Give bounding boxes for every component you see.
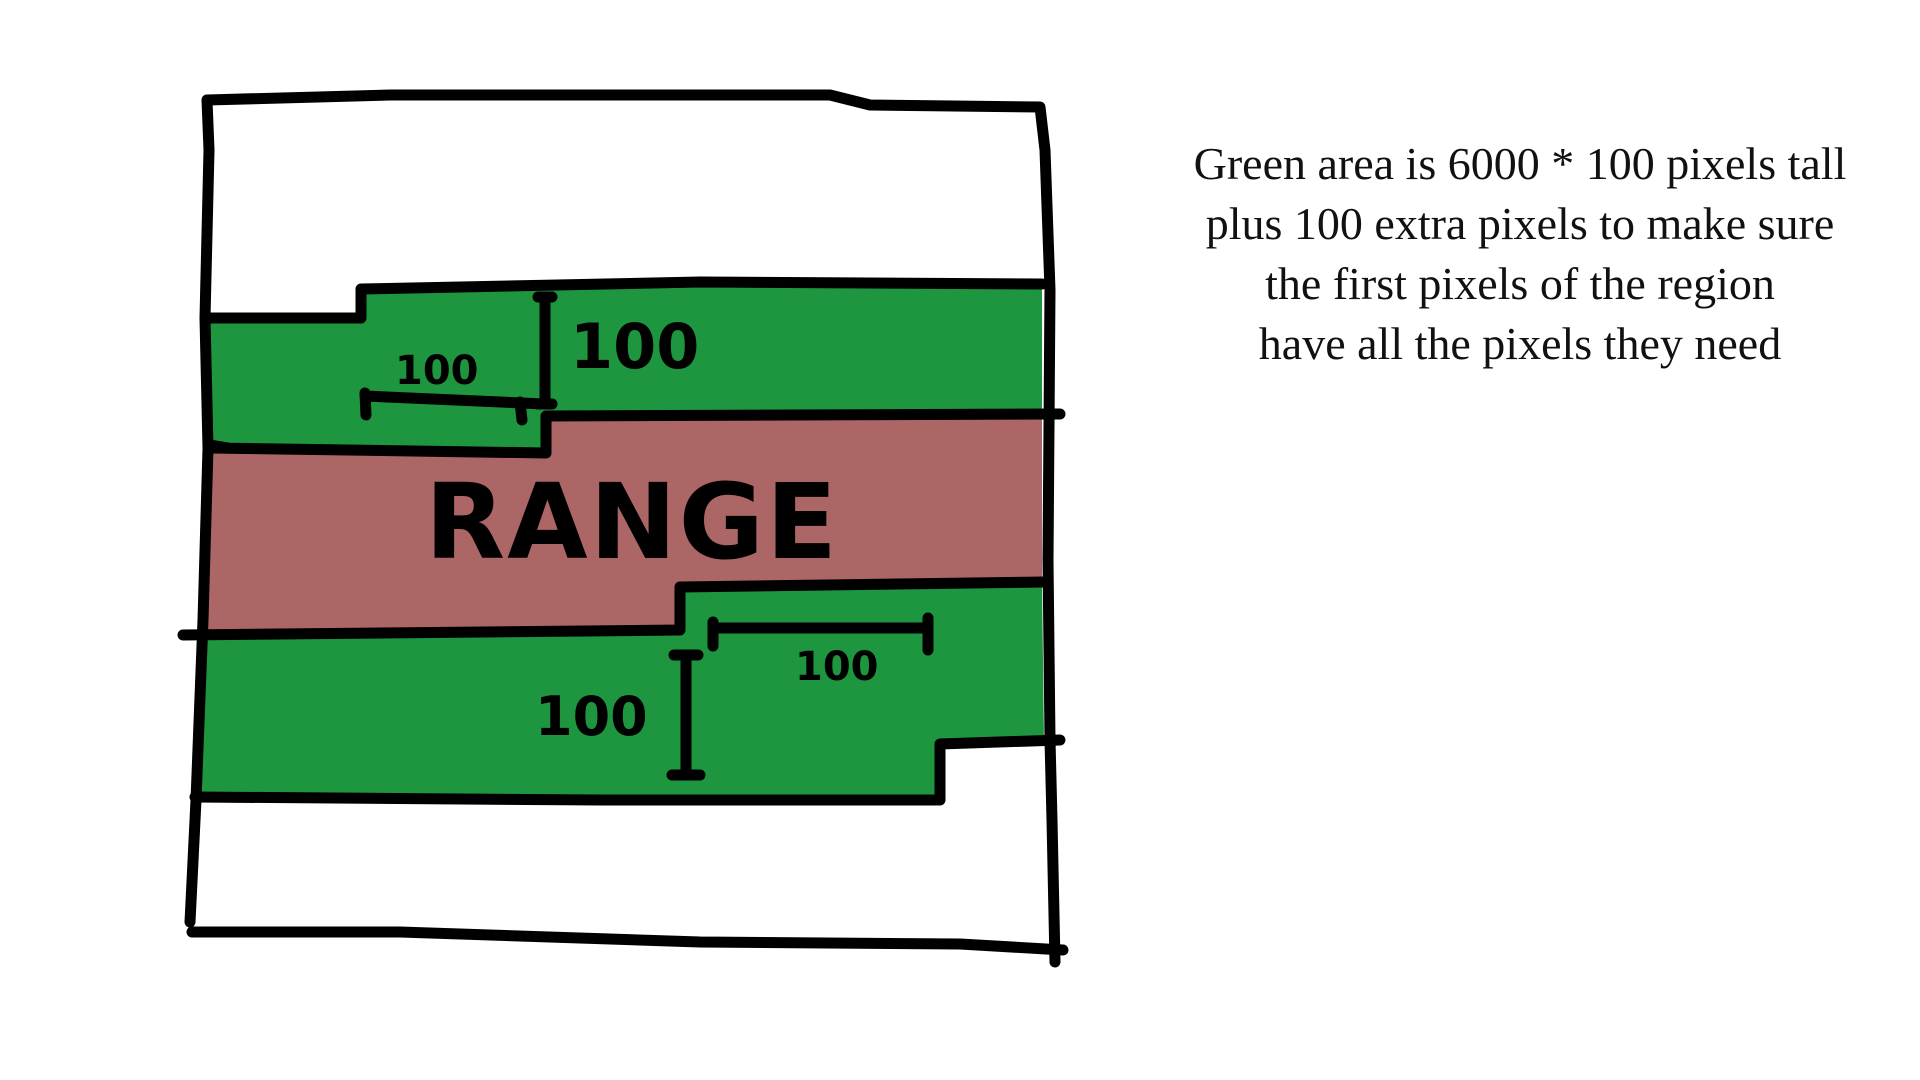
caption-line-3: the first pixels of the region <box>1265 258 1775 309</box>
range-region <box>200 412 1042 633</box>
top-green-boundary <box>204 276 1048 324</box>
top-width-label: 100 <box>395 348 479 394</box>
top-height-label: 100 <box>570 310 699 383</box>
bottom-height-marker <box>666 649 706 781</box>
bottom-width-marker <box>707 612 934 656</box>
caption-line-4: have all the pixels they need <box>1258 318 1782 369</box>
bottom-green-boundary <box>189 734 1066 806</box>
bottom-height-label: 100 <box>535 685 648 748</box>
caption-line-1: Green area is 6000 * 100 pixels tall <box>1193 138 1847 189</box>
top-width-marker <box>359 387 551 426</box>
caption-line-2: plus 100 extra pixels to make sure <box>1205 198 1835 249</box>
range-bottom-boundary <box>177 576 1051 641</box>
caption-text: Green area is 6000 * 100 pixels tall plu… <box>1130 134 1910 374</box>
top-height-marker <box>532 291 558 410</box>
range-top-tick <box>204 439 234 454</box>
range-top-boundary <box>204 408 1066 459</box>
outer-square-outline <box>201 89 1061 968</box>
outer-square-bottom-edge <box>186 926 1069 956</box>
bottom-width-label: 100 <box>795 644 879 690</box>
range-label: RANGE <box>425 461 839 583</box>
